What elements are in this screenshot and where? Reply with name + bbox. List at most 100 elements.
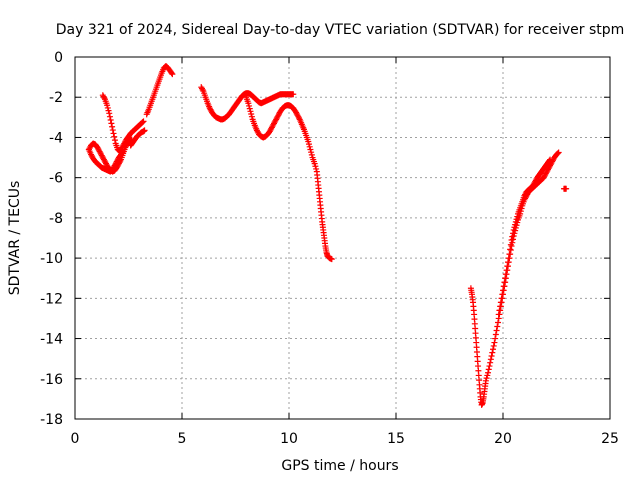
data-point (139, 119, 146, 126)
data-point (501, 279, 508, 286)
data-point (246, 105, 253, 112)
x-tick-label: 25 (601, 431, 619, 447)
data-point (507, 247, 514, 254)
y-tick-label: -18 (40, 412, 63, 428)
y-tick-label: -4 (49, 130, 63, 146)
data-point (313, 165, 320, 172)
data-point (311, 160, 318, 167)
data-point (245, 100, 252, 107)
data-point (306, 143, 313, 150)
data-point (498, 295, 505, 302)
chart-title: Day 321 of 2024, Sidereal Day-to-day VTE… (56, 22, 625, 38)
data-series-stpm (85, 63, 570, 408)
y-tick-labels: 0 -2 -4 -6 -8 -10 -12 -14 -16 -18 (40, 50, 63, 428)
data-point (108, 120, 115, 127)
data-point (140, 118, 147, 125)
data-point (514, 213, 521, 220)
data-point (496, 307, 503, 314)
y-tick-label: -14 (40, 332, 63, 348)
x-tick-label: 0 (71, 431, 80, 447)
data-point (484, 372, 491, 379)
data-point (502, 271, 509, 278)
data-point (505, 255, 512, 262)
data-point (502, 275, 509, 282)
axis-ticks (74, 56, 611, 420)
data-point (493, 327, 500, 334)
data-point (504, 263, 511, 270)
data-point (507, 241, 514, 248)
data-point (308, 149, 315, 156)
data-point (111, 137, 118, 144)
x-tick-label: 10 (280, 431, 298, 447)
data-point (512, 221, 519, 228)
y-tick-label: 0 (54, 50, 63, 66)
data-point (495, 311, 502, 318)
data-point (308, 151, 315, 158)
data-point (508, 237, 515, 244)
data-point (488, 352, 495, 359)
data-point (106, 113, 113, 120)
data-point (489, 349, 496, 356)
data-point (248, 110, 255, 117)
data-point (513, 216, 520, 223)
data-point (499, 291, 506, 298)
data-point (101, 94, 108, 101)
data-point (494, 323, 501, 330)
data-point (510, 226, 517, 233)
data-point (106, 110, 113, 117)
data-point (328, 256, 335, 263)
data-point (554, 150, 561, 157)
data-point (490, 346, 497, 353)
data-point (490, 342, 497, 349)
data-point (107, 117, 114, 124)
y-tick-label: -6 (49, 171, 63, 187)
data-point (247, 108, 254, 115)
data-point (305, 141, 312, 148)
y-axis-label: SDTVAR / TECUs (7, 181, 23, 296)
data-point (508, 243, 515, 250)
data-point (168, 70, 175, 77)
data-point (199, 86, 206, 93)
data-point (307, 146, 314, 153)
data-point (110, 130, 117, 137)
y-tick-label: -16 (40, 372, 63, 388)
data-point (109, 127, 116, 134)
data-point (511, 224, 518, 231)
data-point (295, 115, 302, 122)
data-point (246, 102, 253, 109)
data-point (563, 185, 570, 192)
data-point (105, 107, 112, 114)
data-point (485, 369, 492, 376)
data-point (492, 331, 499, 338)
y-tick-label: -2 (49, 90, 63, 106)
plot-frame (74, 56, 611, 420)
data-point (482, 377, 489, 384)
data-point (507, 246, 514, 253)
data-point (503, 267, 510, 274)
data-point (248, 113, 255, 120)
data-point (509, 233, 516, 240)
data-point (506, 251, 513, 258)
data-point (512, 218, 519, 225)
data-point (312, 163, 319, 170)
data-point (141, 127, 148, 134)
x-tick-label: 15 (387, 431, 405, 447)
x-tick-labels: 0 5 10 15 20 25 (71, 431, 619, 447)
data-point (547, 156, 554, 163)
x-tick-label: 5 (178, 431, 187, 447)
data-point (104, 102, 111, 109)
data-point (486, 363, 493, 370)
y-tick-label: -12 (40, 291, 63, 307)
data-point (111, 133, 118, 140)
data-point (485, 366, 492, 373)
data-point (305, 138, 312, 145)
x-axis-label: GPS time / hours (281, 458, 398, 474)
y-tick-label: -8 (49, 211, 63, 227)
data-point (169, 71, 176, 78)
data-point (104, 104, 111, 111)
data-point (487, 356, 494, 363)
data-point (491, 339, 498, 346)
data-point (500, 283, 507, 290)
data-point (495, 319, 502, 326)
